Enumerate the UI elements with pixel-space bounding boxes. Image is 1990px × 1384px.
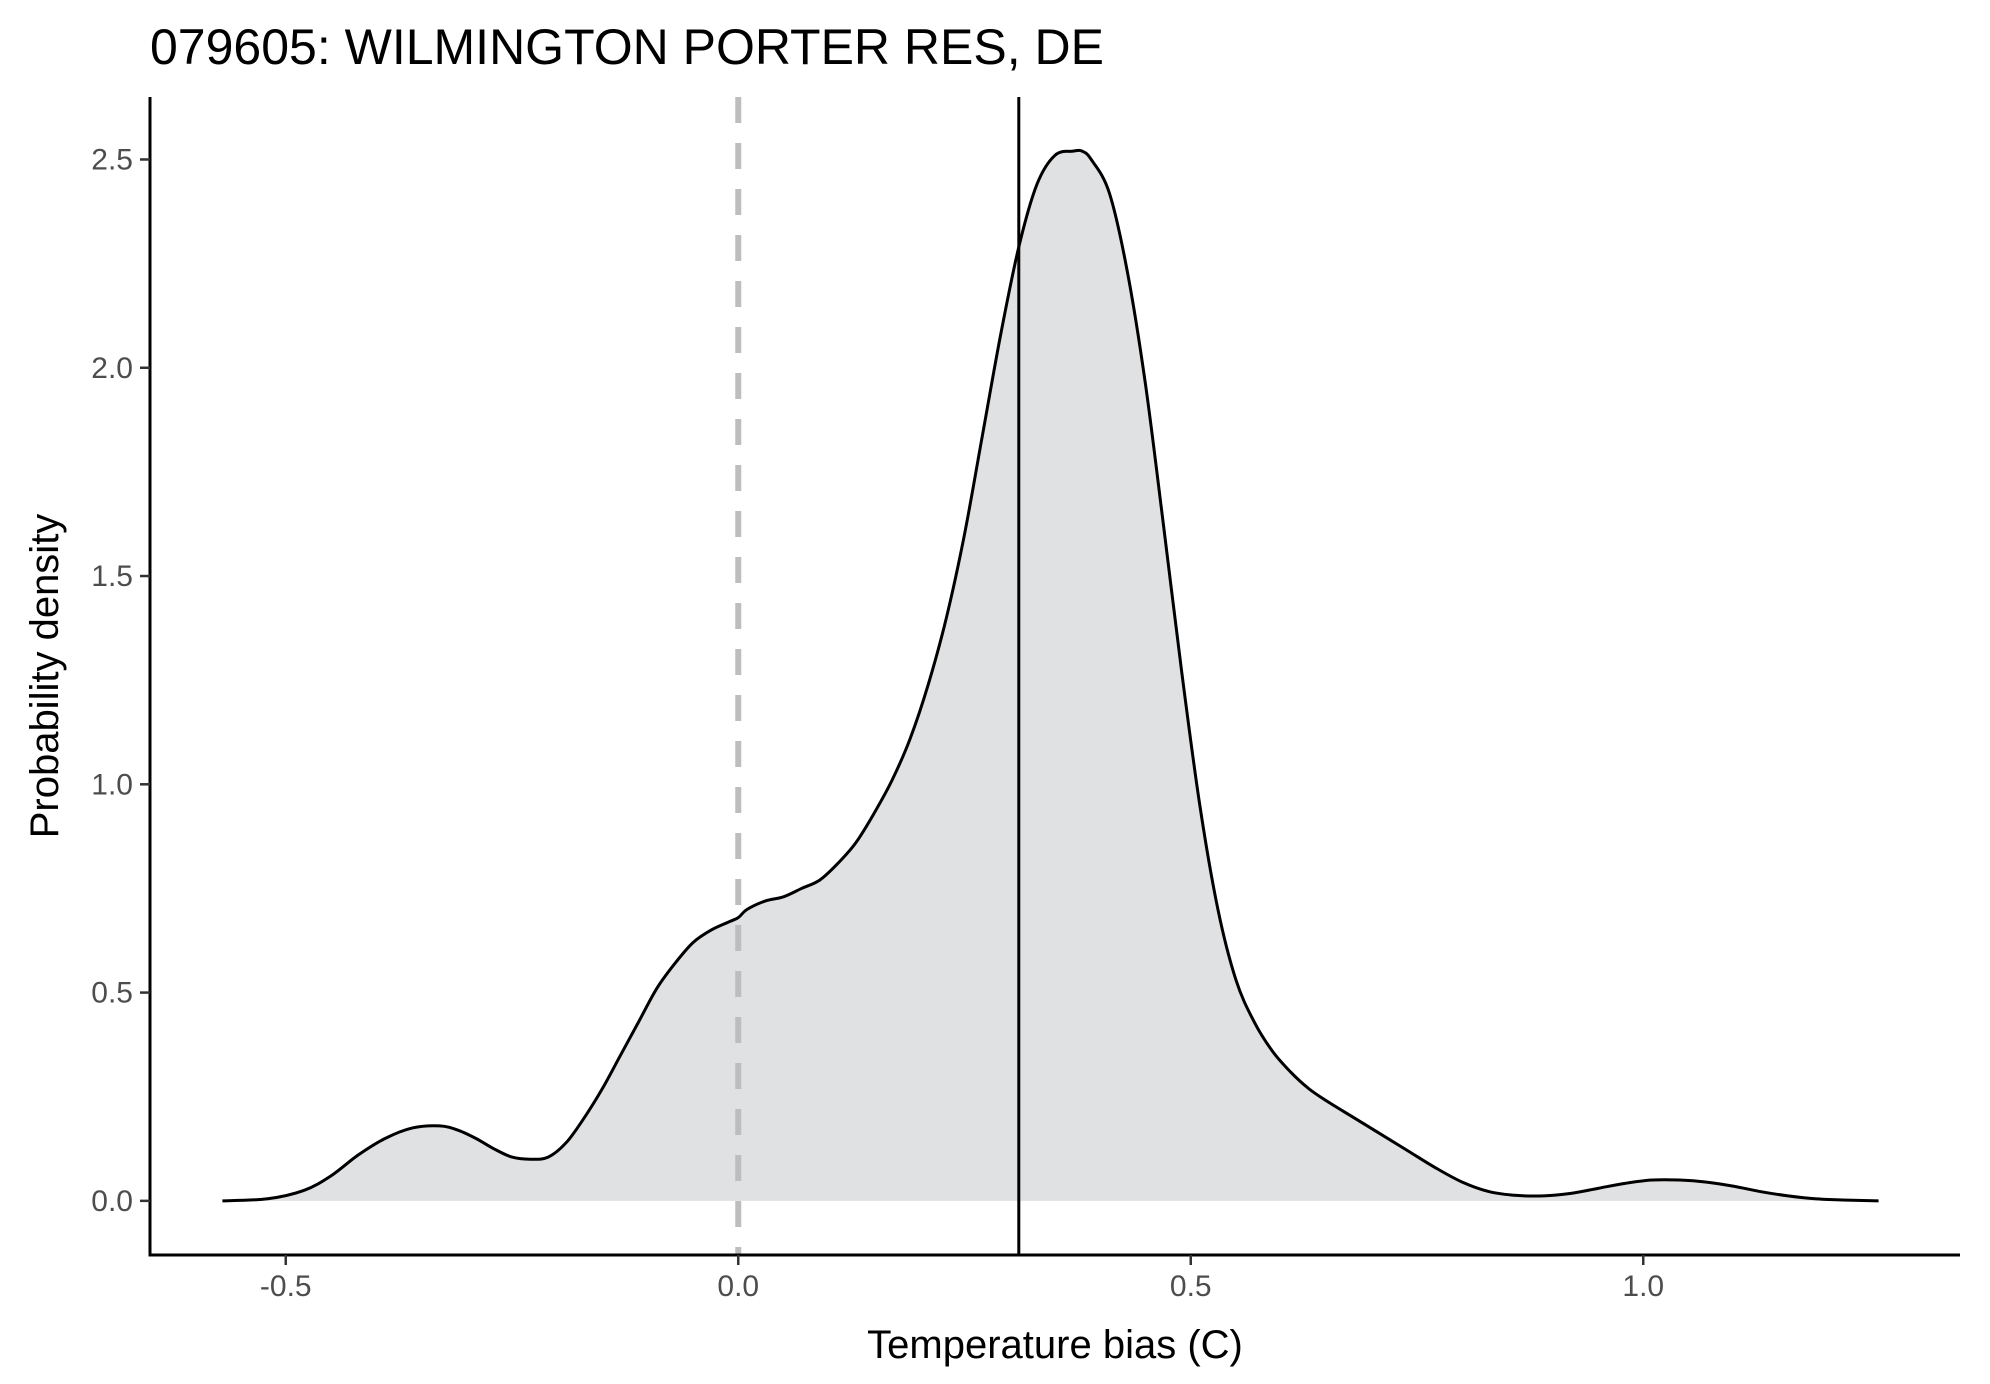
x-tick-label: 0.5 <box>1170 1270 1212 1303</box>
y-tick-label: 0.5 <box>91 977 133 1010</box>
y-axis-ticks: 0.0 0.5 1.0 1.5 2.0 2.5 <box>91 143 150 1218</box>
chart-title: 079605: WILMINGTON PORTER RES, DE <box>150 19 1104 75</box>
density-fill-area <box>222 150 1879 1201</box>
x-tick-label: 0.0 <box>717 1270 759 1303</box>
x-tick-label: 1.0 <box>1622 1270 1664 1303</box>
y-axis-title: Probability density <box>23 514 67 839</box>
density-curve <box>222 148 1879 1203</box>
y-tick-label: 0.0 <box>91 1185 133 1218</box>
y-tick-label: 2.5 <box>91 143 133 176</box>
x-axis-title: Temperature bias (C) <box>867 1323 1243 1367</box>
y-tick-label: 1.0 <box>91 768 133 801</box>
y-tick-label: 1.5 <box>91 560 133 593</box>
x-tick-label: -0.5 <box>260 1270 312 1303</box>
x-axis-ticks: -0.5 0.0 0.5 1.0 <box>260 1255 1664 1303</box>
y-tick-label: 2.0 <box>91 352 133 385</box>
